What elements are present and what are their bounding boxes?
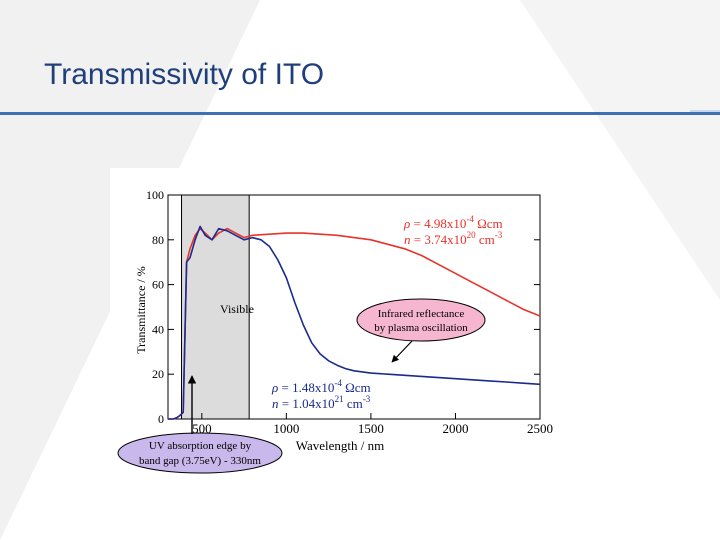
ir-callout-arrow: [391, 340, 413, 363]
title-underline: [0, 112, 720, 115]
title-underline-accent: [690, 110, 720, 112]
red-n-symbol: n: [404, 232, 411, 247]
y-tick-label: 100: [146, 188, 164, 202]
chart-panel: [110, 168, 572, 474]
x-tick-label: 1000: [273, 421, 299, 436]
red-carrier-annotation: n = 3.74x1020 cm-3: [404, 230, 503, 247]
red-n-unit-exponent: -3: [495, 230, 503, 240]
blue-rho-symbol: ρ: [271, 380, 278, 395]
red-rho-exponent: -4: [466, 214, 474, 224]
x-tick-label: 500: [192, 421, 212, 436]
red-rho-unit: Ωcm: [474, 216, 503, 231]
blue-rho-text: = 1.48x10: [278, 380, 334, 395]
ir-callout-line2: by plasma oscillation: [374, 322, 468, 334]
x-axis-label: Wavelength / nm: [296, 438, 385, 453]
uv-callout-line2: band gap (3.75eV) - 330nm: [139, 455, 261, 467]
x-tick-label: 2500: [527, 421, 553, 436]
plot-frame: [167, 194, 541, 420]
y-tick-label: 60: [152, 278, 164, 292]
y-tick-label: 0: [158, 412, 164, 426]
red-rho-symbol: ρ: [403, 216, 410, 231]
blue-rho-unit: Ωcm: [342, 380, 371, 395]
red-n-unit: cm: [476, 232, 495, 247]
series-line-blue: [168, 225, 541, 420]
blue-n-unit-exponent: -3: [363, 394, 371, 404]
blue-n-exponent: 21: [335, 394, 344, 404]
tick-marks: 0 20 40 60 80 100 500 1000 1500 2000 2500: [146, 188, 553, 436]
red-n-exponent: 20: [467, 230, 477, 240]
y-tick-label: 20: [152, 367, 164, 381]
red-resistivity-annotation: ρ = 4.98x10-4 Ωcm: [403, 214, 503, 231]
x-tick-label: 1500: [358, 421, 384, 436]
blue-n-unit: cm: [344, 396, 363, 411]
red-rho-text: = 4.98x10: [410, 216, 466, 231]
blue-carrier-annotation: n = 1.04x1021 cm-3: [272, 394, 371, 411]
series-layer: [168, 225, 541, 420]
slide-title: Transmissivity of ITO: [44, 58, 325, 91]
red-n-text: = 3.74x10: [411, 232, 467, 247]
blue-n-text: = 1.04x10: [279, 396, 335, 411]
ir-callout-bubble: [356, 298, 486, 342]
uv-callout-line1: UV absorption edge by: [149, 440, 252, 452]
y-tick-label: 40: [152, 322, 164, 336]
blue-n-symbol: n: [272, 396, 279, 411]
series-line-red: [168, 227, 541, 420]
uv-callout-bubble: [117, 432, 283, 474]
y-tick-label: 80: [152, 233, 164, 247]
blue-resistivity-annotation: ρ = 1.48x10-4 Ωcm: [271, 378, 371, 395]
ir-callout-line1: Infrared reflectance: [378, 308, 465, 320]
visible-region-label: Visible: [220, 302, 254, 316]
y-axis-label: Transmittance / %: [134, 266, 148, 354]
x-tick-label: 2000: [442, 421, 468, 436]
blue-rho-exponent: -4: [334, 378, 342, 388]
